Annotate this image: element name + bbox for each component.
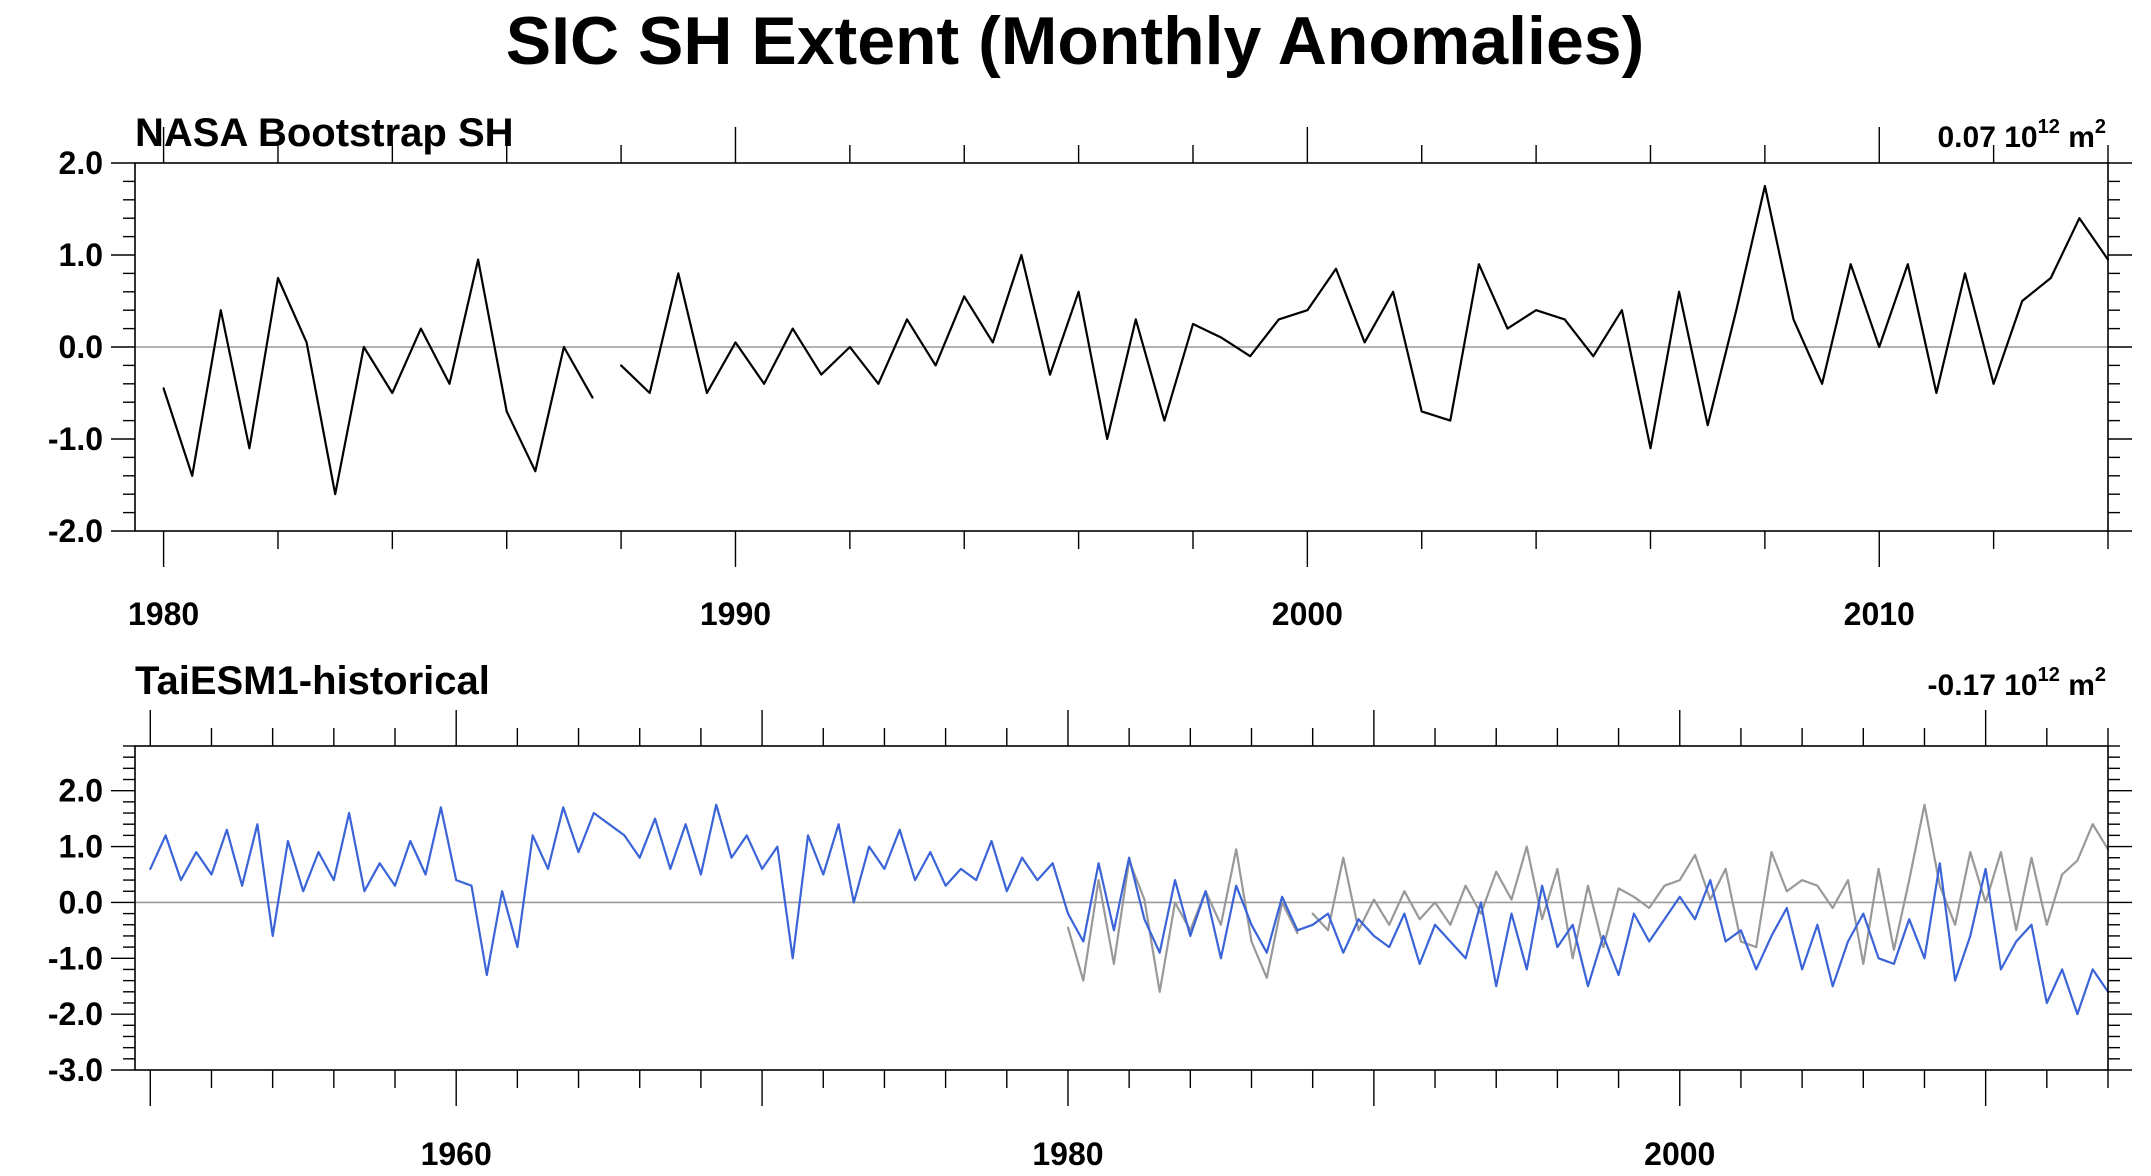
- stat-value: -0.17: [1928, 669, 2005, 702]
- y-tick-label: 0.0: [59, 884, 103, 920]
- stat-unit-exponent: 2: [2095, 116, 2106, 138]
- x-tick-label: 2000: [1644, 1136, 1715, 1172]
- x-tick-label: 2010: [1844, 596, 1915, 632]
- y-tick-label: 2.0: [59, 145, 103, 181]
- y-tick-label: 1.0: [59, 237, 103, 273]
- stat-base: 10: [2004, 669, 2037, 702]
- plot-frame: [134, 745, 2109, 1071]
- stat-unit-exponent: 2: [2095, 664, 2106, 686]
- stat-unit: m: [2060, 669, 2095, 702]
- x-tick-label: 2000: [1272, 596, 1343, 632]
- x-tick-label: 1980: [128, 596, 199, 632]
- panel-taiesm1-historical: TaiESM1-historical -0.17 1012 m2 -3.0 -2.0 -…: [48, 659, 2132, 1172]
- stat-exponent: 12: [2038, 664, 2060, 686]
- x-tick-label: 1990: [700, 596, 771, 632]
- panel-title: TaiESM1-historical: [135, 659, 490, 703]
- series-line: [149, 803, 2110, 1016]
- panel-title: NASA Bootstrap SH: [135, 111, 514, 155]
- series-line: [1311, 803, 2110, 965]
- series-line: [1066, 848, 1299, 993]
- stat-unit: m: [2060, 121, 2095, 154]
- stat-exponent: 12: [2038, 116, 2060, 138]
- panel-nasa-bootstrap: NASA Bootstrap SH 0.07 1012 m2 -2.0 -1.0 0.0…: [48, 111, 2132, 632]
- plot-frame: [134, 162, 2109, 532]
- stat-base: 10: [2004, 121, 2037, 154]
- y-tick-label: -3.0: [48, 1052, 103, 1088]
- y-tick-label: 1.0: [59, 829, 103, 865]
- figure-title: SIC SH Extent (Monthly Anomalies): [506, 3, 1644, 79]
- series-line: [620, 184, 2110, 450]
- y-tick-label: 2.0: [59, 773, 103, 809]
- y-tick-label: -2.0: [48, 996, 103, 1032]
- y-tick-label: -2.0: [48, 513, 103, 549]
- y-tick-label: -1.0: [48, 940, 103, 976]
- y-tick-label: 0.0: [59, 329, 103, 365]
- panel-stat-label: 0.07 1012 m2: [1938, 116, 2107, 154]
- x-tick-label: 1960: [421, 1136, 492, 1172]
- y-tick-label: -1.0: [48, 421, 103, 457]
- x-tick-label: 1980: [1032, 1136, 1103, 1172]
- panel-stat-label: -0.17 1012 m2: [1928, 664, 2106, 702]
- series-line: [162, 258, 594, 496]
